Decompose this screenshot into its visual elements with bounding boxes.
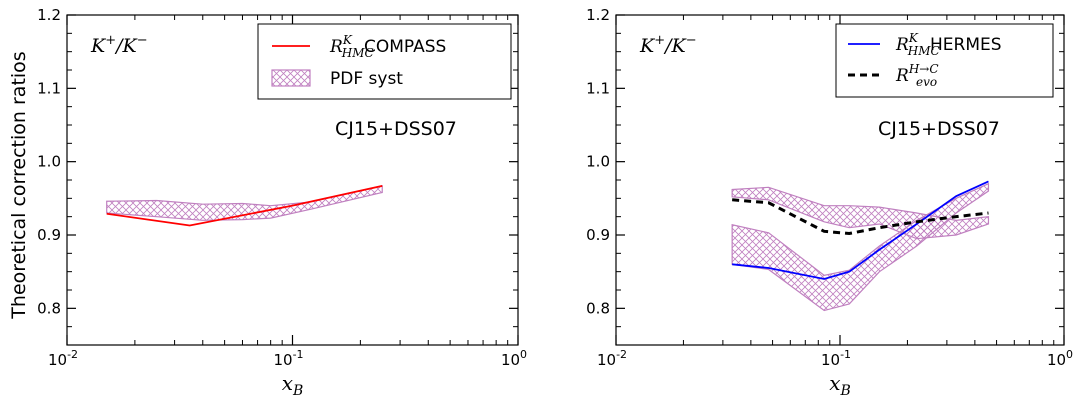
y-tick-label: 0.9 bbox=[586, 226, 610, 244]
chart-panel-1: 0.8 0.9 1.0 1.1 1.2 10-2 10-1 100 xB Theoretical … bbox=[8, 6, 527, 398]
legend-label: HERMES bbox=[930, 35, 1002, 55]
ratio-label: K+/K− bbox=[90, 33, 148, 57]
x-axis-label: xB bbox=[282, 371, 304, 398]
chart-panel-2: 0.8 0.9 1.0 1.1 1.2 10-2 10-1 100 xB K+/K− CJ15+DS… bbox=[586, 6, 1073, 398]
annotation-label: CJ15+DSS07 bbox=[878, 118, 1000, 140]
series-line-1 bbox=[106, 184, 383, 227]
x-tick-label: 100 bbox=[501, 348, 527, 369]
annotation-label: CJ15+DSS07 bbox=[335, 118, 457, 140]
legend-swatch-band bbox=[271, 69, 311, 87]
y-tick-label: 1.2 bbox=[586, 6, 610, 24]
x-tick-label: 10-2 bbox=[48, 348, 78, 369]
series-line-1 bbox=[732, 180, 989, 280]
legend-label: COMPASS bbox=[364, 37, 446, 57]
y-tick-label: 0.8 bbox=[586, 299, 610, 317]
y-tick-label: 1.2 bbox=[37, 6, 61, 24]
pdf-syst-band bbox=[731, 182, 990, 312]
legend-math-label: RH→C evo bbox=[895, 62, 939, 89]
ratio-label: K+/K− bbox=[639, 33, 697, 57]
pdf-syst-band bbox=[106, 185, 383, 221]
y-tick-label: 1.0 bbox=[586, 153, 610, 171]
y-tick-label: 1.1 bbox=[586, 79, 610, 97]
legend-label: PDF syst bbox=[330, 69, 403, 89]
x-axis-label: xB bbox=[829, 371, 851, 398]
y-tick-label: 1.1 bbox=[37, 79, 61, 97]
y-tick-label: 0.8 bbox=[37, 299, 61, 317]
y-axis-label: Theoretical correction ratios bbox=[8, 51, 30, 319]
x-tick-label: 10-1 bbox=[273, 348, 303, 369]
legend-math-label: RK HMC bbox=[895, 31, 940, 58]
x-tick-label: 10-2 bbox=[597, 348, 627, 369]
y-tick-label: 0.9 bbox=[37, 226, 61, 244]
y-tick-label: 1.0 bbox=[37, 153, 61, 171]
x-tick-label: 100 bbox=[1047, 348, 1073, 369]
legend-math-label: RK HMC bbox=[329, 33, 374, 60]
x-tick-label: 10-1 bbox=[821, 348, 851, 369]
legend-box bbox=[835, 23, 1054, 98]
